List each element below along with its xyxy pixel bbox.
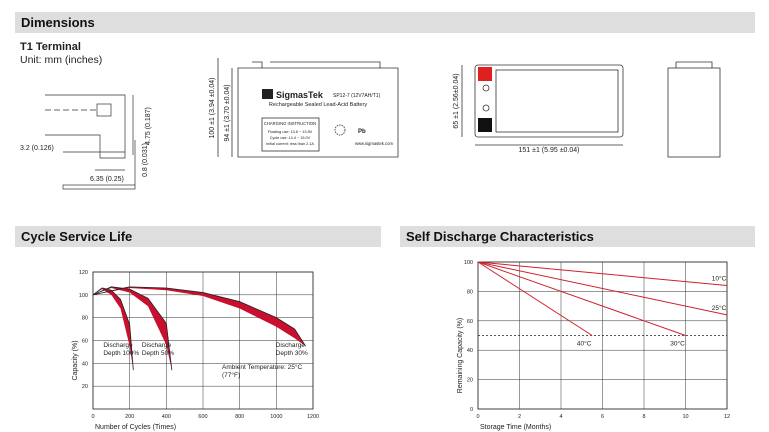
discharge-line — [477, 261, 728, 316]
dimension-label: 4.75 (0.187) — [145, 107, 152, 145]
x-tick-label: 0 — [91, 414, 94, 420]
capacity-band — [93, 286, 172, 371]
instruction: Cycle use: 14.4 ~ 15.0V — [270, 136, 311, 140]
section-title: Dimensions — [21, 15, 95, 30]
annotation: Ambient Temperature: 25°C (77°F) — [222, 364, 303, 379]
model: SP12-7 (12V7AH/T1) — [333, 93, 381, 99]
section-title: Cycle Service Life — [21, 229, 133, 244]
section-header: Dimensions — [15, 12, 755, 33]
y-tick-label: 80 — [467, 289, 473, 295]
x-tick-label: 400 — [162, 414, 171, 420]
x-tick-label: 4 — [559, 414, 562, 420]
dimension-label: 65 ±1 (2.56±0.04) — [453, 73, 460, 128]
unit-label: Unit: mm (inches) — [20, 54, 102, 66]
y-tick-label: 120 — [79, 270, 88, 276]
x-tick-label: 6 — [601, 414, 604, 420]
y-axis-title: Capacity (%) — [72, 340, 79, 380]
dimension-label: 100 ±1 (3.94 ±0.04) — [209, 77, 216, 138]
x-tick-label: 1000 — [270, 414, 282, 420]
x-tick-label: 600 — [198, 414, 207, 420]
section-header: Cycle Service Life — [15, 226, 381, 247]
y-axis-title: Remaining Capacity (%) — [457, 318, 464, 393]
x-tick-label: 1200 — [307, 414, 319, 420]
capacity-line — [92, 286, 307, 347]
y-tick-label: 0 — [470, 407, 473, 413]
x-axis-title: Storage Time (Months) — [480, 424, 551, 431]
series-label: 25°C — [712, 304, 727, 312]
end-view — [667, 61, 721, 158]
dimension-label: 151 ±1 (5.95 ±0.04) — [518, 147, 579, 154]
battery-subtitle: Rechargeable Sealed Lead-Acid Battery — [269, 102, 367, 108]
negative-terminal — [478, 118, 492, 132]
terminal-drawing — [45, 94, 136, 190]
discharge-line — [477, 261, 728, 287]
y-tick-label: 60 — [467, 319, 473, 325]
series-label: Discharge Depth 30% — [275, 342, 308, 357]
y-tick-label: 80 — [82, 316, 88, 322]
x-tick-label: 800 — [235, 414, 244, 420]
recycle-icon — [334, 124, 346, 136]
x-tick-label: 8 — [642, 414, 645, 420]
y-tick-label: 20 — [82, 384, 88, 390]
series-label: 40°C — [577, 340, 592, 348]
x-axis-title: Number of Cycles (Times) — [95, 424, 176, 431]
dimension-label: 6.35 (0.25) — [90, 176, 124, 183]
series-label: Discharge Depth 100% — [103, 342, 140, 357]
x-tick-label: 200 — [125, 414, 134, 420]
dimension-label: 3.2 (0.126) — [20, 145, 54, 152]
logo — [262, 89, 273, 99]
terminal-title: T1 Terminal — [20, 41, 81, 53]
instruction: Floating use: 13.6 ~ 13.8V — [268, 130, 313, 134]
section-title: Self Discharge Characteristics — [406, 229, 594, 244]
series-label: Discharge Depth 50% — [141, 342, 174, 357]
x-tick-label: 12 — [724, 414, 730, 420]
y-tick-label: 60 — [82, 339, 88, 345]
dimension-label: 94 ±1 (3.70 ±0.04) — [224, 84, 231, 141]
website: www.sigmastek.com — [355, 141, 393, 146]
capacity-band — [93, 286, 306, 347]
front-view — [217, 58, 399, 158]
y-tick-label: 20 — [467, 378, 473, 384]
dimension-label: 0.8 (0.031) — [142, 143, 149, 177]
y-tick-label: 100 — [79, 293, 88, 299]
y-tick-label: 40 — [82, 361, 88, 367]
y-tick-label: 100 — [464, 260, 473, 266]
pb-icon: Pb — [358, 129, 366, 135]
side-view — [461, 64, 624, 146]
discharge-line — [477, 261, 686, 336]
x-tick-label: 10 — [682, 414, 688, 420]
capacity-line — [92, 287, 134, 371]
x-tick-label: 2 — [518, 414, 521, 420]
y-tick-label: 40 — [467, 348, 473, 354]
section-header: Self Discharge Characteristics — [400, 226, 755, 247]
instruction-title: CHARGING INSTRUCTION — [264, 121, 316, 126]
capacity-band — [93, 287, 134, 371]
positive-terminal — [478, 67, 492, 81]
capacity-line — [92, 286, 173, 371]
series-label: 30°C — [670, 340, 685, 348]
series-label: 10°C — [712, 275, 727, 283]
x-tick-label: 0 — [476, 414, 479, 420]
instruction: Initial current: less than 2.1A — [266, 142, 314, 146]
brand: SigmasTek — [276, 90, 324, 100]
discharge-line — [477, 261, 593, 336]
